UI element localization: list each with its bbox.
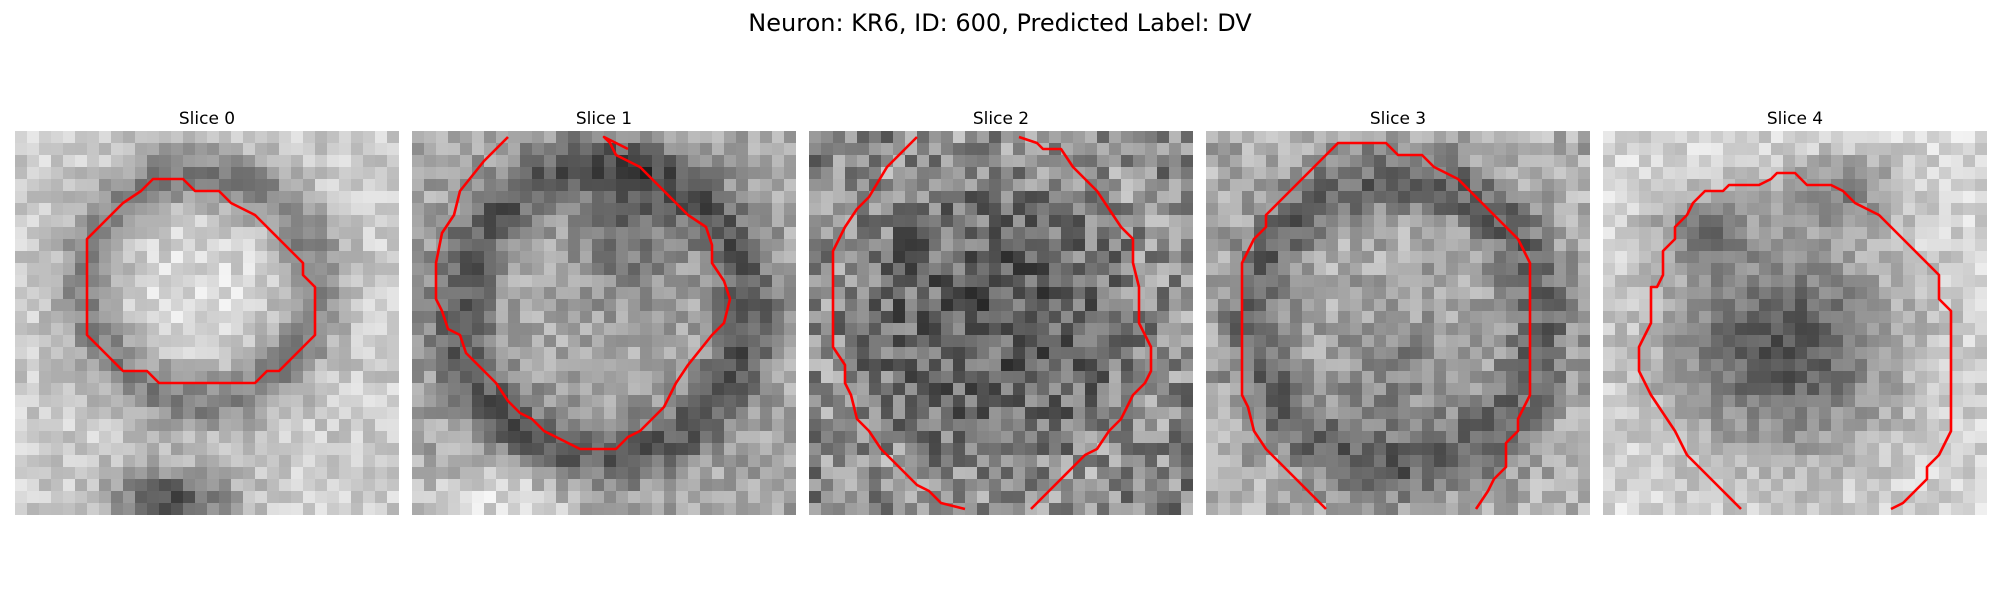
grayscale-patch (1206, 131, 1590, 515)
contour-overlay (831, 135, 1153, 511)
slice-panel-4: Slice 4 (1603, 107, 1987, 515)
contour-overlay (1240, 141, 1532, 510)
slice-panel-1: Slice 1 (412, 107, 796, 515)
segmentation-contour (434, 135, 732, 451)
slice-panel-3: Slice 3 (1206, 107, 1590, 515)
grayscale-patch (15, 131, 399, 515)
grayscale-patch (809, 131, 1193, 515)
contour-overlay (434, 135, 732, 451)
segmentation-contour (85, 177, 317, 385)
slice-title: Slice 3 (1369, 109, 1427, 129)
slice-panel-0: Slice 0 (15, 107, 399, 515)
segmentation-contour (1018, 135, 1153, 510)
contour-overlay (85, 177, 317, 385)
figure-title: Neuron: KR6, ID: 600, Predicted Label: D… (748, 9, 1252, 37)
slice-title: Slice 4 (1766, 109, 1824, 129)
slice-panel-2: Slice 2 (809, 107, 1193, 515)
slice-image (412, 131, 796, 515)
slice-image (15, 131, 399, 515)
slice-image (1603, 131, 1987, 515)
slice-image (809, 131, 1193, 515)
slice-image (1206, 131, 1590, 515)
grayscale-patch (1603, 131, 1987, 515)
contour-overlay (1637, 171, 1953, 511)
slice-title: Slice 2 (972, 109, 1030, 129)
segmentation-contour (1240, 141, 1532, 510)
slice-title: Slice 1 (575, 109, 633, 129)
grayscale-patch (412, 131, 796, 515)
segmentation-contour (1637, 171, 1953, 511)
slice-title: Slice 0 (178, 109, 236, 129)
segmentation-contour (831, 136, 966, 511)
